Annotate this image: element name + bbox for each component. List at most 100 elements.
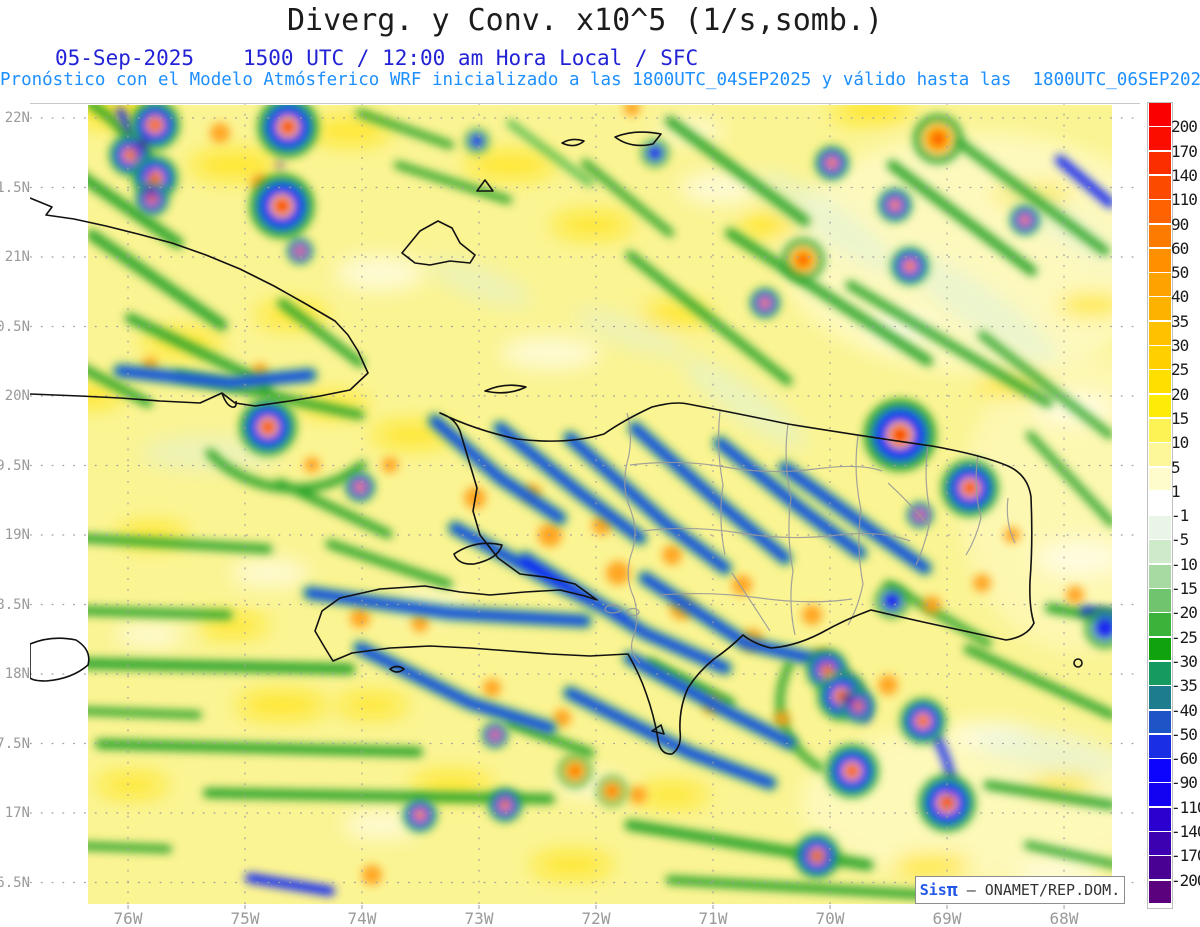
colorbar-segment — [1149, 880, 1171, 904]
coastline-tortuga — [484, 384, 527, 394]
x-axis-label: 71W — [698, 905, 728, 927]
x-axis-label: 76W — [113, 905, 143, 927]
x-axis-label: 68W — [1049, 905, 1079, 927]
colorbar-segment — [1149, 807, 1171, 831]
x-axis-label: 72W — [581, 905, 611, 927]
colorbar-segment — [1149, 491, 1171, 515]
colorbar-segment — [1149, 661, 1171, 685]
colorbar-label: -10 — [1171, 554, 1198, 574]
coastline-saona — [1073, 658, 1083, 668]
colorbar-segment — [1149, 394, 1171, 418]
colorbar-segment — [1149, 297, 1171, 321]
colorbar-label: -1 — [1171, 506, 1189, 526]
gridlines — [30, 103, 1140, 910]
y-axis-label: 8.5N — [0, 596, 30, 613]
x-axis-label: 69W — [932, 905, 962, 927]
colorbar-segment — [1149, 710, 1171, 734]
colorbar-label: -25 — [1171, 627, 1198, 647]
colorbar — [1147, 102, 1173, 909]
colorbar-label: -5 — [1171, 530, 1189, 550]
convective-cells — [47, 103, 1122, 875]
colorbar-segment — [1149, 516, 1171, 539]
x-axis-label: 73W — [464, 905, 494, 927]
map-plot — [30, 103, 1140, 910]
coastlines — [30, 131, 1083, 755]
colorbar-label: -35 — [1171, 676, 1198, 696]
colorbar-segment — [1149, 686, 1171, 710]
coastline-vache — [389, 665, 405, 673]
y-axis-label: 1.5N — [0, 179, 30, 196]
colorbar-segment — [1149, 127, 1171, 151]
watermark-box: Sis π – ONAMET/REP.DOM. — [915, 876, 1125, 904]
colorbar-label: 90 — [1171, 214, 1189, 234]
watermark-pi-symbol: π — [946, 879, 958, 901]
colorbar-segment — [1149, 783, 1171, 807]
colorbar-segment — [1149, 321, 1171, 345]
colorbar-segment — [1149, 637, 1171, 661]
colorbar-label: -110 — [1171, 797, 1200, 817]
colorbar-segment — [1149, 540, 1171, 564]
coastline-turks-1 — [561, 138, 585, 147]
colorbar-segment — [1149, 564, 1171, 588]
colorbar-segment — [1149, 443, 1171, 467]
coastline-turks-2 — [614, 131, 662, 147]
colorbar-label: -40 — [1171, 700, 1198, 720]
colorbar-label: 1 — [1171, 481, 1181, 501]
colorbar-segment — [1149, 346, 1171, 369]
datetime-line: 05-Sep-2025 1500 UTC / 12:00 am Hora Loc… — [0, 46, 1200, 70]
coastline-cuba — [30, 197, 369, 407]
coastline-hispaniola — [314, 402, 1035, 755]
colorbar-segment — [1149, 589, 1171, 612]
y-axis-label: 9.5N — [0, 457, 30, 474]
colorbar-segment — [1149, 759, 1171, 782]
colorbar-label: 10 — [1171, 433, 1189, 453]
colorbar-label: 110 — [1171, 190, 1198, 210]
coastline-great-inagua — [401, 220, 476, 266]
coastline-jamaica — [30, 637, 90, 682]
colorbar-label: 140 — [1171, 165, 1198, 185]
y-axis-label: 18N — [4, 666, 30, 682]
colorbar-segment — [1149, 175, 1171, 199]
coastline-guantanamo — [221, 392, 237, 408]
colorbar-label: 5 — [1171, 457, 1181, 477]
colorbar-label: -200 — [1171, 870, 1200, 890]
y-axis-label: 22N — [4, 110, 30, 126]
colorbar-label: 20 — [1171, 384, 1189, 404]
watermark-brand: Sis — [919, 881, 947, 899]
colorbar-label: -20 — [1171, 603, 1198, 623]
coastline-islet-1 — [476, 179, 494, 192]
colorbar-label: 50 — [1171, 263, 1189, 283]
colorbar-label: 60 — [1171, 238, 1189, 258]
colorbar-label: -50 — [1171, 724, 1198, 744]
colorbar-segment — [1149, 856, 1171, 880]
y-axis-label: 0.5N — [0, 318, 30, 335]
colorbar-label: 40 — [1171, 287, 1189, 307]
y-axis: 22N 1.5N 21N 0.5N 20N 9.5N 19N 8.5N 18N 7.5N 17N 6.… — [0, 0, 32, 927]
y-axis-label: 20N — [4, 388, 30, 404]
y-axis-label: 17N — [4, 805, 30, 821]
colorbar-label: -90 — [1171, 773, 1198, 793]
province-borders — [604, 410, 1016, 664]
colorbar-label: -170 — [1171, 846, 1200, 866]
colorbar-segment — [1149, 151, 1171, 175]
colorbar-label: 25 — [1171, 360, 1189, 380]
colorbar-label: 170 — [1171, 141, 1198, 161]
colorbar-label: 30 — [1171, 336, 1189, 355]
x-axis-label: 75W — [230, 905, 260, 927]
y-axis-label: 19N — [4, 527, 30, 543]
y-axis-label: 7.5N — [0, 735, 30, 752]
coastline-gonave — [453, 542, 503, 565]
colorbar-label: -140 — [1171, 822, 1200, 841]
colorbar-segment — [1149, 832, 1171, 855]
colorbar-label: -15 — [1171, 579, 1198, 598]
colorbar-label: 35 — [1171, 311, 1189, 331]
colorbar-segment — [1149, 467, 1171, 491]
x-axis-label: 74W — [347, 905, 377, 927]
date-label: 05-Sep-2025 — [55, 46, 195, 70]
x-axis: 76W 75W 74W 73W 72W 71W 70W 69W 68W — [0, 905, 1200, 927]
colorbar-label: -30 — [1171, 651, 1198, 671]
colorbar-segment — [1149, 734, 1171, 758]
colorbar-segment — [1149, 103, 1171, 126]
watermark-org: – ONAMET/REP.DOM. — [957, 881, 1121, 899]
x-axis-label: 70W — [815, 905, 845, 927]
